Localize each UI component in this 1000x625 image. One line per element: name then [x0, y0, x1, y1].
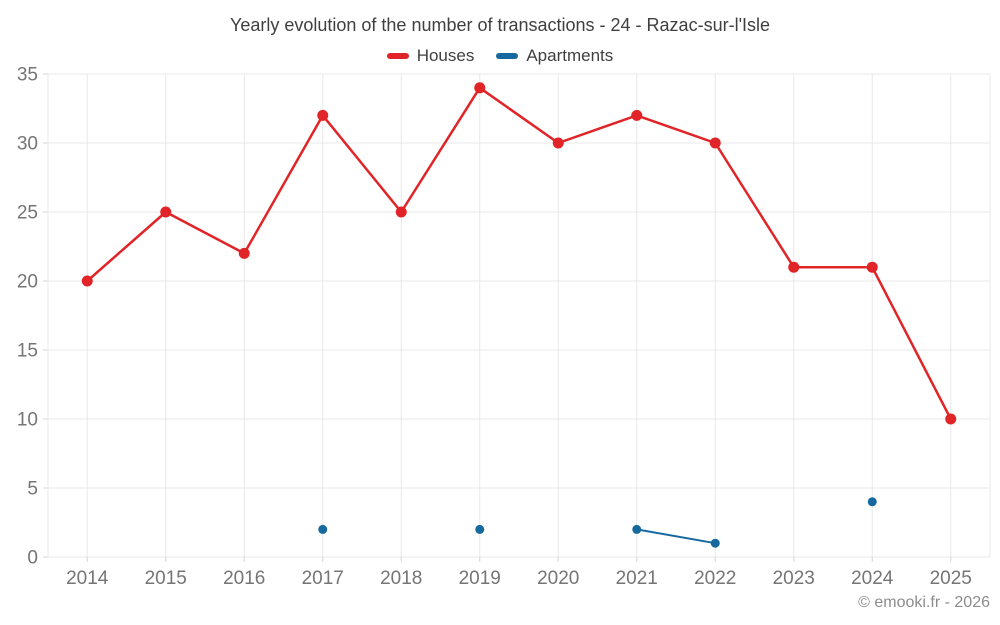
data-point-houses[interactable]: [238, 247, 250, 259]
y-tick-label: 35: [17, 64, 38, 85]
apartments-swatch-icon: [496, 53, 519, 59]
series-segment-houses: [243, 114, 324, 255]
x-tick-label: 2019: [459, 568, 501, 589]
houses-swatch-icon: [386, 53, 409, 59]
y-tick-label: 15: [17, 340, 38, 361]
data-point-houses[interactable]: [709, 137, 721, 149]
legend-item-apartments[interactable]: Apartments: [496, 46, 613, 66]
series-segment-apartments: [635, 528, 717, 545]
series-segment-houses: [635, 114, 717, 145]
x-tick-label: 2021: [616, 568, 658, 589]
data-point-houses[interactable]: [317, 109, 329, 121]
series-segment-houses: [557, 114, 638, 145]
series-segment-houses: [400, 86, 481, 214]
series-segment-houses: [164, 210, 246, 255]
chart-title: Yearly evolution of the number of transa…: [229, 15, 771, 35]
data-point-houses[interactable]: [81, 275, 93, 287]
data-point-houses[interactable]: [552, 137, 564, 149]
x-tick-label: 2015: [145, 568, 187, 589]
data-point-apartments[interactable]: [632, 524, 642, 534]
x-tick-label: 2016: [223, 568, 265, 589]
series-segment-houses: [86, 210, 167, 283]
data-point-houses[interactable]: [788, 261, 800, 273]
x-tick-label: 2018: [380, 568, 422, 589]
x-tick-label: 2023: [773, 568, 815, 589]
legend-label-apartments: Apartments: [526, 46, 614, 65]
data-point-houses[interactable]: [866, 261, 878, 273]
data-point-houses[interactable]: [945, 413, 957, 425]
x-tick-label: 2025: [930, 568, 972, 589]
y-tick-label: 0: [27, 547, 38, 568]
data-point-houses[interactable]: [395, 206, 407, 218]
data-point-houses[interactable]: [160, 206, 172, 218]
series-segment-houses: [871, 265, 952, 421]
y-tick-label: 10: [17, 409, 38, 430]
series-segment-houses: [321, 114, 403, 214]
x-tick-label: 2017: [302, 568, 344, 589]
y-tick-label: 30: [17, 133, 38, 154]
data-point-apartments[interactable]: [710, 538, 720, 548]
x-tick-label: 2014: [66, 568, 109, 589]
y-tick-label: 20: [17, 271, 38, 292]
series-segment-houses: [714, 141, 795, 269]
data-point-houses[interactable]: [631, 109, 643, 121]
series-segment-houses: [478, 86, 560, 145]
data-point-apartments[interactable]: [867, 497, 877, 507]
data-point-apartments[interactable]: [318, 524, 328, 534]
chart-legend: Houses Apartments: [0, 46, 1000, 66]
x-tick-label: 2022: [694, 568, 736, 589]
x-tick-label: 2024: [851, 568, 894, 589]
legend-label-houses: Houses: [416, 46, 475, 65]
legend-item-houses[interactable]: Houses: [386, 46, 475, 66]
copyright-credit: © emooki.fr - 2026: [858, 594, 990, 611]
x-tick-label: 2020: [537, 568, 579, 589]
y-tick-label: 25: [17, 202, 38, 223]
y-tick-label: 5: [27, 478, 38, 499]
data-point-houses[interactable]: [474, 82, 486, 94]
data-point-apartments[interactable]: [475, 524, 485, 534]
